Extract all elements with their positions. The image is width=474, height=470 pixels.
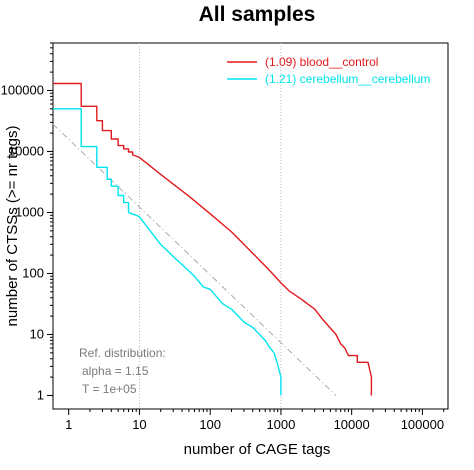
x-tick-label: 10000 bbox=[334, 417, 370, 432]
reference-line bbox=[52, 123, 337, 396]
series-lines bbox=[53, 82, 373, 396]
reference-annotation: Ref. distribution: alpha = 1.15 T = 1e+05 bbox=[79, 346, 166, 396]
legend-label-2: (1.21) cerebellum__cerebellum bbox=[265, 72, 430, 86]
legend-label-1: (1.09) blood__control bbox=[265, 55, 378, 69]
chart-title: All samples bbox=[199, 3, 316, 26]
annotation-line-2: alpha = 1.15 bbox=[82, 364, 149, 378]
x-tick-label: 10 bbox=[132, 417, 146, 432]
y-axis-title: number of CTSSs (>= nr tags) bbox=[4, 126, 21, 327]
series-line-1 bbox=[53, 82, 373, 396]
x-axis-title: number of CAGE tags bbox=[184, 441, 331, 458]
x-tick-label: 1000 bbox=[266, 417, 295, 432]
y-tick-label: 1 bbox=[37, 387, 44, 402]
x-axis-ticks: 1 10 100 1000 10000 100000 bbox=[65, 409, 445, 432]
legend: (1.09) blood__control (1.21) cerebellum__… bbox=[227, 55, 430, 86]
annotation-line-3: T = 1e+05 bbox=[82, 382, 137, 396]
vertical-grid-lines bbox=[138, 43, 282, 409]
y-tick-label: 1000 bbox=[15, 204, 44, 219]
y-axis-ticks: 1 10 100 1000 10000 100000 bbox=[1, 42, 53, 402]
x-tick-label: 100 bbox=[199, 417, 221, 432]
y-tick-label: 100000 bbox=[1, 82, 44, 97]
series-line-2 bbox=[53, 108, 282, 396]
annotation-line-1: Ref. distribution: bbox=[79, 346, 166, 360]
y-tick-label: 10 bbox=[30, 326, 44, 341]
y-tick-label: 10000 bbox=[8, 143, 44, 158]
reference-distribution-line bbox=[52, 123, 337, 396]
y-tick-label: 100 bbox=[22, 265, 44, 280]
x-tick-label: 100000 bbox=[401, 417, 444, 432]
x-tick-label: 1 bbox=[65, 417, 72, 432]
